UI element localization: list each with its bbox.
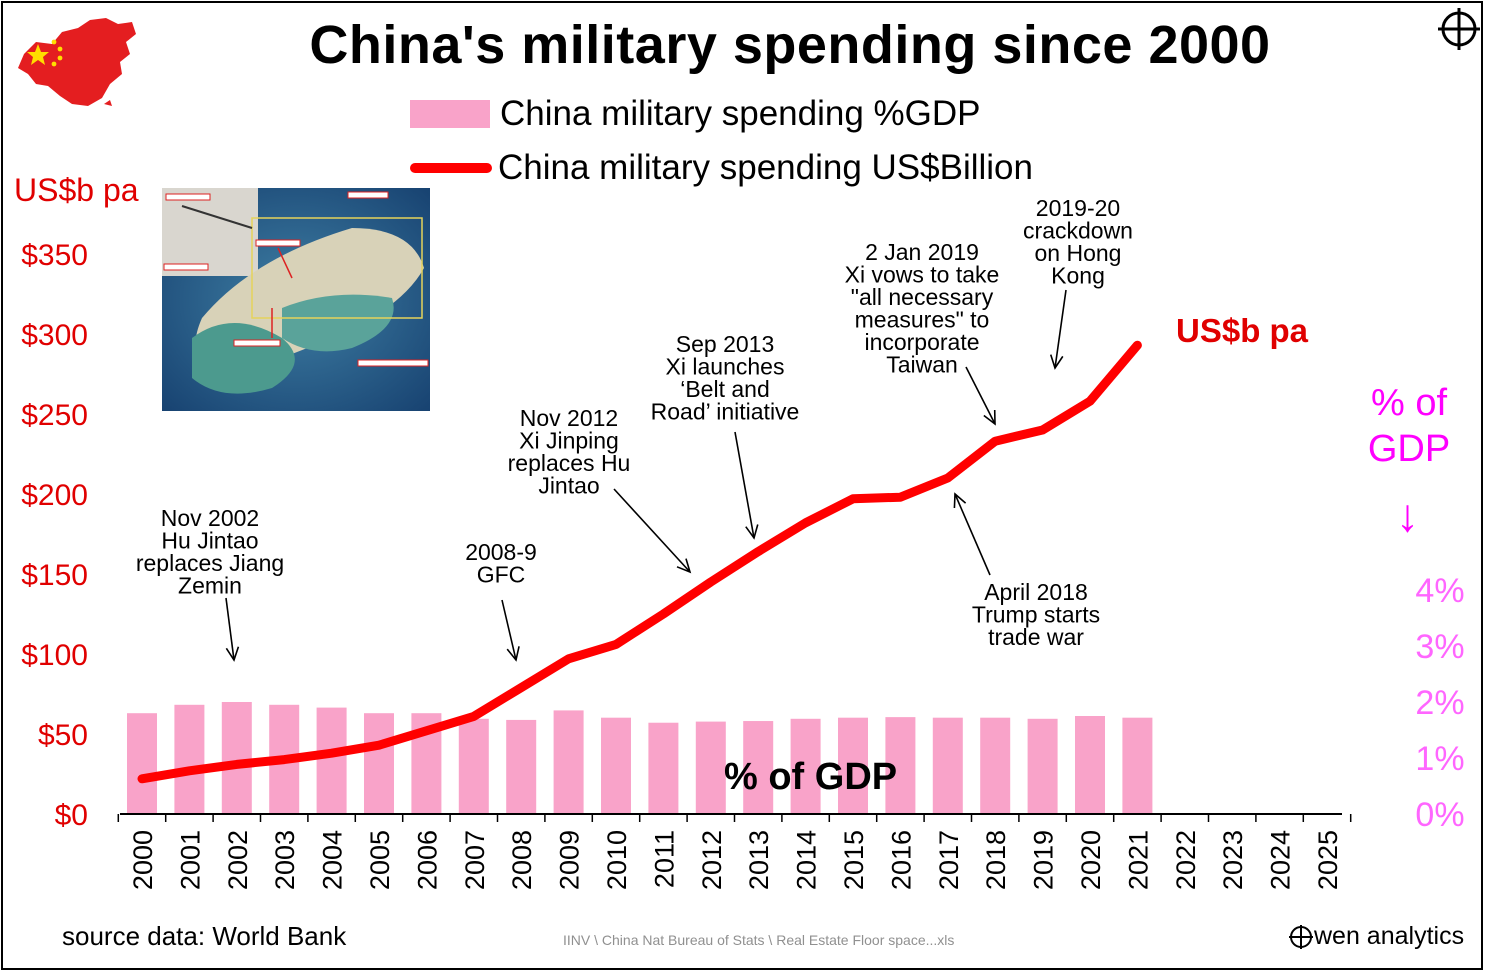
satellite-island-photo bbox=[162, 188, 430, 411]
left-axis-unit: US$b pa bbox=[14, 172, 139, 208]
legend-line-entry: China military spending US$Billion bbox=[410, 148, 1033, 188]
legend-bar-label: China military spending %GDP bbox=[500, 94, 981, 133]
source-note: source data: World Bank bbox=[62, 921, 347, 951]
down-arrow-icon: ↓ bbox=[1396, 489, 1419, 541]
right-axis-unit-line1: % of bbox=[1370, 382, 1448, 424]
legend-bar-entry: China military spending %GDP bbox=[410, 94, 980, 134]
legend-line-label: China military spending US$Billion bbox=[498, 148, 1033, 187]
brand-logo: wen analytics bbox=[1288, 922, 1464, 951]
bar-series-label: % of GDP bbox=[724, 756, 898, 798]
brand-crosshair-icon bbox=[1289, 924, 1313, 949]
file-path-note: IINV \ China Nat Bureau of Stats \ Real … bbox=[563, 932, 955, 948]
china-flag-map-icon bbox=[18, 18, 136, 106]
right-axis-unit-line2: GDP bbox=[1367, 428, 1451, 470]
legend-bar-swatch bbox=[410, 100, 490, 128]
line-series-label: US$b pa bbox=[1176, 312, 1309, 349]
chart-title: China's military spending since 2000 bbox=[309, 15, 1271, 75]
right-axis-unit: % of GDP bbox=[1364, 380, 1454, 472]
brand-text: wen analytics bbox=[1314, 922, 1465, 950]
legend-line-swatch bbox=[410, 163, 492, 173]
crosshair-logo-icon bbox=[1438, 8, 1480, 50]
